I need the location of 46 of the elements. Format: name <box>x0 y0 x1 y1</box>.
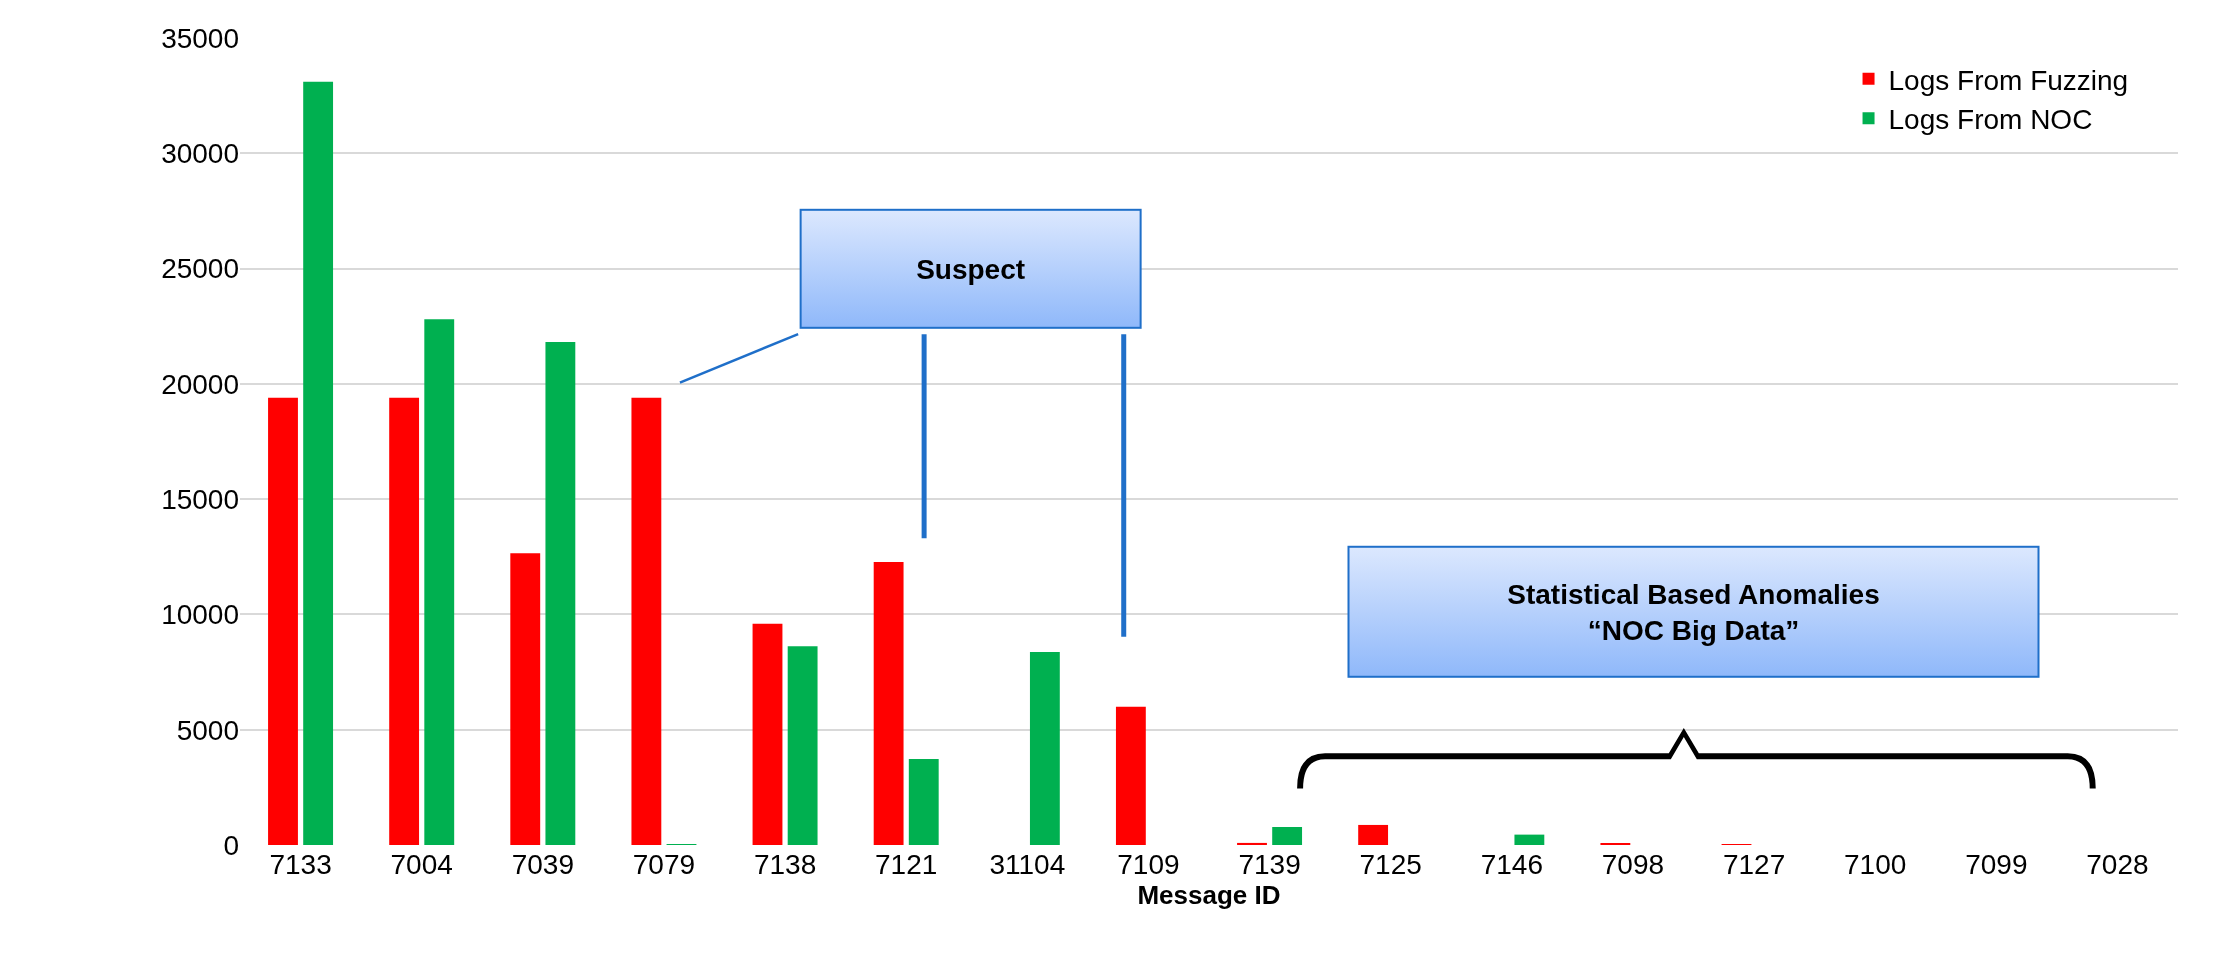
y-tick-label: 0 <box>223 829 239 861</box>
annotation: Statistical Based Anomalies “NOC Big Data” <box>1507 578 1880 646</box>
x-tick-label: 7121 <box>875 849 938 880</box>
y-tick-label: 5000 <box>176 714 239 746</box>
legend-label: Logs From Fuzzing <box>1888 64 2129 96</box>
x-tick-label: 7146 <box>1480 849 1543 880</box>
y-tick-label: 15000 <box>161 483 239 515</box>
bar <box>631 397 662 845</box>
x-tick-label: 7100 <box>1844 849 1907 880</box>
bar <box>1514 834 1545 845</box>
x-tick-label: 31104 <box>989 849 1066 880</box>
x-tick-label: 7028 <box>2086 849 2149 880</box>
y-tick-label: 30000 <box>161 138 239 170</box>
bar <box>787 646 818 845</box>
x-axis-title: Message ID <box>1137 880 1281 910</box>
legend-label: Logs From NOC <box>1888 104 2093 136</box>
y-tick-label: 35000 <box>161 22 239 54</box>
bar <box>268 397 298 845</box>
y-tick-label: 20000 <box>161 368 239 400</box>
bar <box>303 81 334 845</box>
bar <box>545 341 576 845</box>
x-tick-label: 7133 <box>269 849 332 880</box>
bar <box>510 553 541 845</box>
bar <box>1358 824 1389 845</box>
x-tick-label: 7127 <box>1722 849 1786 880</box>
bar <box>1272 827 1303 845</box>
bar <box>424 319 455 845</box>
annotation: Suspect <box>916 253 1026 285</box>
x-tick-label: 7139 <box>1238 849 1301 880</box>
bar <box>908 759 939 845</box>
bar <box>873 562 904 845</box>
bar <box>1237 842 1267 845</box>
bar <box>1029 652 1060 845</box>
x-tick-label: 7079 <box>632 849 696 880</box>
x-tick-label: 7039 <box>511 849 574 880</box>
x-tick-label: 7099 <box>1965 849 2028 880</box>
x-tick-label: 7125 <box>1359 849 1422 880</box>
x-tick-label: 7138 <box>753 849 817 880</box>
bar <box>389 397 420 845</box>
x-tick-label: 7109 <box>1117 849 1180 880</box>
y-tick-label: 10000 <box>161 599 239 631</box>
y-tick-label: 25000 <box>161 253 239 285</box>
x-tick-label: 7098 <box>1601 849 1665 880</box>
bar <box>1115 706 1146 845</box>
bar <box>752 623 783 845</box>
x-tick-label: 7004 <box>390 849 453 880</box>
